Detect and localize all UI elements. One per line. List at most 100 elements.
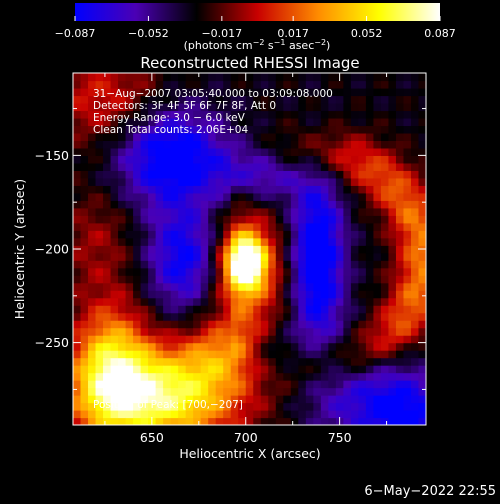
- heatmap-cell: [320, 117, 329, 127]
- heatmap-cell: [410, 335, 420, 344]
- heatmap-cell: [208, 170, 217, 179]
- heatmap-cell: [178, 185, 187, 194]
- heatmap-cell: [418, 267, 426, 276]
- heatmap-cell: [95, 387, 104, 396]
- heatmap-cell: [335, 342, 344, 351]
- heatmap-cell: [268, 402, 277, 411]
- heatmap-cell: [313, 102, 322, 112]
- heatmap-cell: [395, 305, 405, 314]
- heatmap-cell: [88, 185, 97, 194]
- heatmap-cell: [163, 357, 172, 366]
- heatmap-cell: [193, 267, 202, 276]
- heatmap-cell: [410, 207, 420, 216]
- heatmap-cell: [388, 80, 397, 89]
- heatmap-cell: [343, 237, 352, 246]
- heatmap-cell: [290, 372, 299, 381]
- heatmap-cell: [305, 305, 314, 314]
- heatmap-cell: [238, 335, 247, 344]
- heatmap-cell: [88, 170, 97, 179]
- heatmap-cell: [403, 80, 412, 89]
- heatmap-cell: [230, 215, 239, 224]
- heatmap-cell: [365, 320, 375, 329]
- heatmap-cell: [283, 297, 292, 306]
- heatmap-cell: [418, 260, 426, 269]
- heatmap-cell: [268, 87, 277, 97]
- heatmap-cell: [200, 170, 209, 179]
- heatmap-cell: [245, 357, 254, 366]
- heatmap-cell: [290, 87, 299, 97]
- heatmap-cell: [320, 380, 329, 389]
- heatmap-cell: [140, 207, 149, 216]
- heatmap-cell: [215, 95, 224, 104]
- heatmap-cell: [230, 312, 239, 321]
- heatmap-cell: [170, 282, 179, 291]
- heatmap-cell: [193, 140, 202, 149]
- heatmap-cell: [80, 342, 89, 351]
- heatmap-cell: [200, 102, 209, 112]
- heatmap-cell: [358, 417, 367, 425]
- heatmap-cell: [140, 140, 149, 149]
- heatmap-cell: [365, 155, 375, 164]
- heatmap-cell: [365, 80, 375, 89]
- heatmap-cell: [275, 387, 284, 396]
- heatmap-cell: [275, 260, 284, 269]
- heatmap-cell: [365, 282, 375, 291]
- heatmap-cell: [223, 290, 232, 299]
- heatmap-cell: [410, 410, 420, 419]
- heatmap-cell: [178, 357, 187, 366]
- heatmap-cell: [200, 395, 209, 404]
- heatmap-cell: [125, 312, 134, 321]
- heatmap-cell: [410, 147, 420, 156]
- heatmap-cell: [335, 170, 344, 179]
- heatmap-cell: [418, 365, 426, 374]
- heatmap-cell: [103, 170, 112, 179]
- heatmap-cell: [268, 102, 277, 112]
- heatmap-cell: [305, 282, 314, 291]
- heatmap-cell: [80, 87, 89, 97]
- heatmap-cell: [88, 222, 97, 231]
- heatmap-cell: [298, 372, 307, 381]
- heatmap-cell: [380, 102, 390, 112]
- heatmap-cell: [328, 117, 337, 127]
- heatmap-cell: [350, 282, 359, 291]
- heatmap-cell: [133, 230, 142, 239]
- heatmap-cell: [275, 132, 284, 141]
- heatmap-cell: [343, 395, 352, 404]
- heatmap-cell: [373, 380, 382, 389]
- x-tick-label: 700: [234, 430, 258, 445]
- heatmap-cell: [328, 162, 337, 171]
- heatmap-cell: [275, 147, 284, 156]
- heatmap-cell: [260, 192, 269, 201]
- heatmap-cell: [395, 275, 405, 284]
- heatmap-cell: [200, 117, 209, 127]
- heatmap-cell: [200, 222, 209, 231]
- heatmap-cell: [185, 417, 194, 425]
- heatmap-cell: [388, 215, 397, 224]
- heatmap-cell: [118, 335, 127, 344]
- heatmap-cell: [260, 402, 269, 411]
- heatmap-cell: [290, 342, 299, 351]
- heatmap-cell: [200, 132, 209, 141]
- heatmap-cell: [110, 170, 119, 179]
- heatmap-cell: [418, 125, 426, 134]
- heatmap-cell: [185, 192, 194, 201]
- heatmap-cell: [178, 335, 187, 344]
- heatmap-cell: [320, 335, 329, 344]
- heatmap-cell: [148, 237, 157, 246]
- heatmap-cell: [208, 305, 217, 314]
- heatmap-cell: [283, 222, 292, 231]
- heatmap-cell: [178, 95, 187, 104]
- heatmap-cell: [328, 275, 337, 284]
- heatmap-cell: [320, 365, 329, 374]
- heatmap-cell: [185, 95, 194, 104]
- heatmap-cell: [313, 297, 322, 306]
- heatmap-cell: [155, 237, 164, 246]
- heatmap-cell: [328, 305, 337, 314]
- heatmap-cell: [290, 387, 299, 396]
- heatmap-cell: [185, 252, 194, 261]
- heatmap-cell: [95, 380, 104, 389]
- heatmap-cell: [110, 147, 119, 156]
- heatmap-cell: [380, 372, 390, 381]
- heatmap-cell: [80, 305, 89, 314]
- heatmap-cell: [118, 260, 127, 269]
